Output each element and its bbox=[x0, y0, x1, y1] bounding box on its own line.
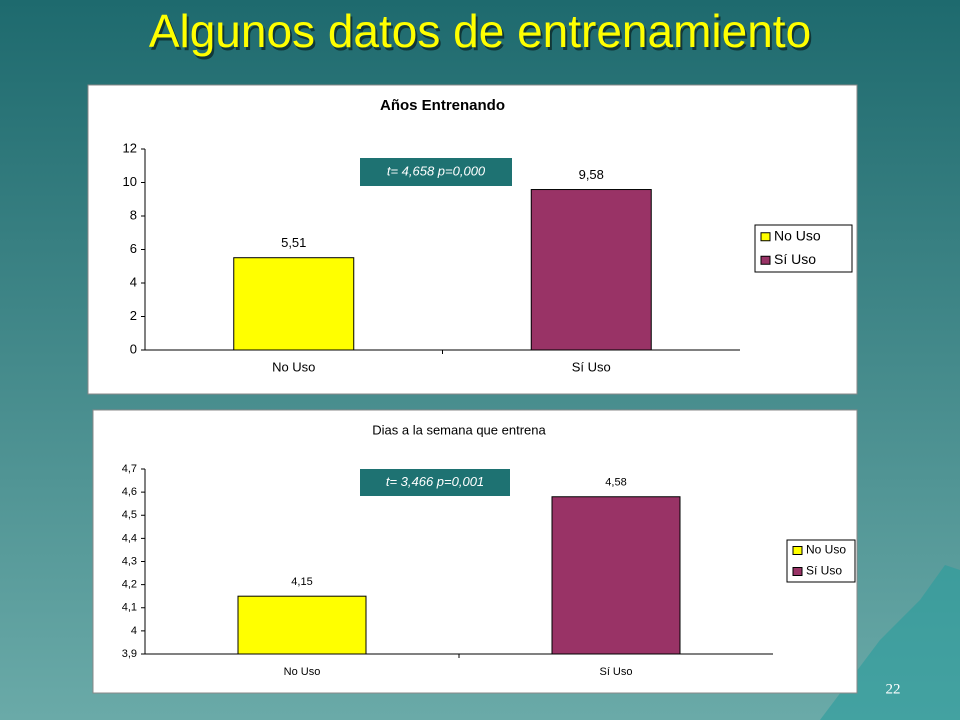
annotation: t= 4,658 p=0,000 bbox=[387, 163, 486, 178]
value-label: 9,58 bbox=[579, 167, 604, 182]
chart-title: Dias a la semana que entrena bbox=[372, 422, 546, 437]
y-tick-label: 4,6 bbox=[122, 486, 137, 498]
x-tick-label: No Uso bbox=[272, 359, 315, 374]
annotation: t= 3,466 p=0,001 bbox=[386, 474, 484, 489]
bar bbox=[237, 595, 367, 655]
legend-label: No Uso bbox=[774, 227, 821, 243]
value-label: 4,15 bbox=[291, 576, 312, 588]
x-tick-label: Sí Uso bbox=[599, 666, 632, 678]
y-tick-label: 3,9 bbox=[122, 648, 137, 660]
y-tick-label: 12 bbox=[123, 140, 137, 155]
legend-label: Sí Uso bbox=[774, 251, 816, 267]
chart-title: Años Entrenando bbox=[380, 97, 505, 114]
slide-title: Algunos datos de entrenamiento bbox=[149, 5, 811, 57]
annotation-box bbox=[360, 158, 512, 186]
value-label: 5,51 bbox=[281, 235, 306, 250]
page-number: 22 bbox=[886, 681, 901, 697]
annotation-box bbox=[360, 469, 510, 496]
legend bbox=[754, 224, 853, 273]
y-tick-label: 8 bbox=[130, 207, 137, 222]
legend-label: No Uso bbox=[806, 543, 846, 557]
y-tick-label: 4,1 bbox=[122, 602, 137, 614]
y-tick-label: 4,2 bbox=[122, 579, 137, 591]
legend-swatch bbox=[792, 546, 803, 555]
legend-swatch bbox=[792, 567, 803, 576]
bar bbox=[233, 257, 355, 351]
y-tick-label: 6 bbox=[130, 241, 137, 256]
x-tick-label: No Uso bbox=[284, 666, 321, 678]
title-shadow: Algunos datos de entrenamiento bbox=[151, 8, 813, 60]
value-label: 4,58 bbox=[605, 477, 626, 489]
y-tick-label: 2 bbox=[130, 308, 137, 323]
chart-area bbox=[87, 84, 858, 395]
y-tick-label: 4,7 bbox=[122, 463, 137, 475]
y-tick-label: 4,5 bbox=[122, 509, 137, 521]
y-tick-label: 10 bbox=[123, 174, 137, 189]
y-tick-label: 4 bbox=[131, 625, 137, 637]
legend-label: Sí Uso bbox=[806, 564, 842, 578]
chart-area bbox=[92, 409, 858, 694]
bar bbox=[530, 189, 652, 351]
bar bbox=[551, 496, 681, 655]
legend-swatch bbox=[760, 232, 771, 242]
x-tick-label: Sí Uso bbox=[572, 359, 611, 374]
y-tick-label: 4,4 bbox=[122, 532, 137, 544]
y-tick-label: 0 bbox=[130, 341, 137, 356]
y-tick-label: 4 bbox=[130, 274, 137, 289]
legend-swatch bbox=[760, 255, 771, 265]
y-tick-label: 4,3 bbox=[122, 555, 137, 567]
